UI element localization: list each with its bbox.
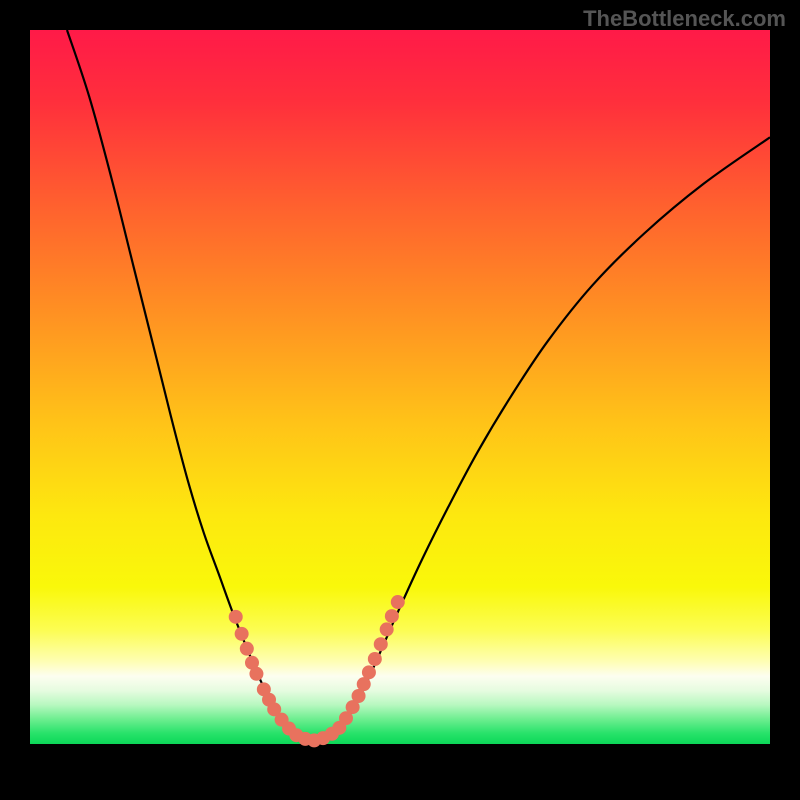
curve-overlay bbox=[30, 30, 770, 770]
data-point bbox=[240, 642, 254, 656]
data-point bbox=[235, 627, 249, 641]
watermark-text: TheBottleneck.com bbox=[583, 6, 786, 32]
chart-container: TheBottleneck.com bbox=[0, 0, 800, 800]
data-point bbox=[385, 609, 399, 623]
data-point bbox=[391, 595, 405, 609]
data-point bbox=[229, 610, 243, 624]
data-point bbox=[362, 665, 376, 679]
data-point bbox=[380, 622, 394, 636]
data-point bbox=[249, 667, 263, 681]
data-point bbox=[368, 652, 382, 666]
curve-right-branch bbox=[308, 137, 771, 741]
plot-area bbox=[30, 30, 770, 770]
curve-left-branch bbox=[67, 30, 308, 740]
data-point bbox=[374, 637, 388, 651]
